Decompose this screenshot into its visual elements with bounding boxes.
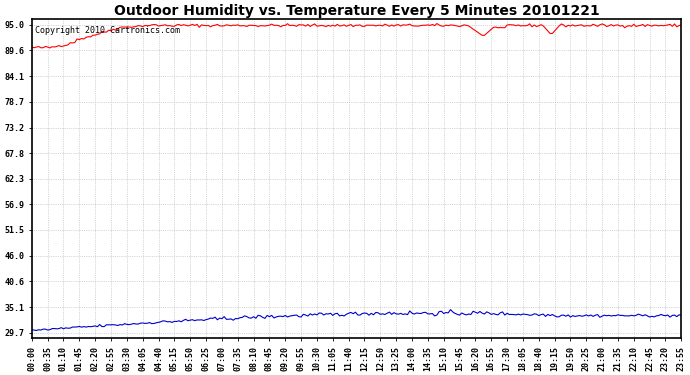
Title: Outdoor Humidity vs. Temperature Every 5 Minutes 20101221: Outdoor Humidity vs. Temperature Every 5… — [114, 4, 600, 18]
Text: Copyright 2010 Cartronics.com: Copyright 2010 Cartronics.com — [35, 26, 180, 35]
